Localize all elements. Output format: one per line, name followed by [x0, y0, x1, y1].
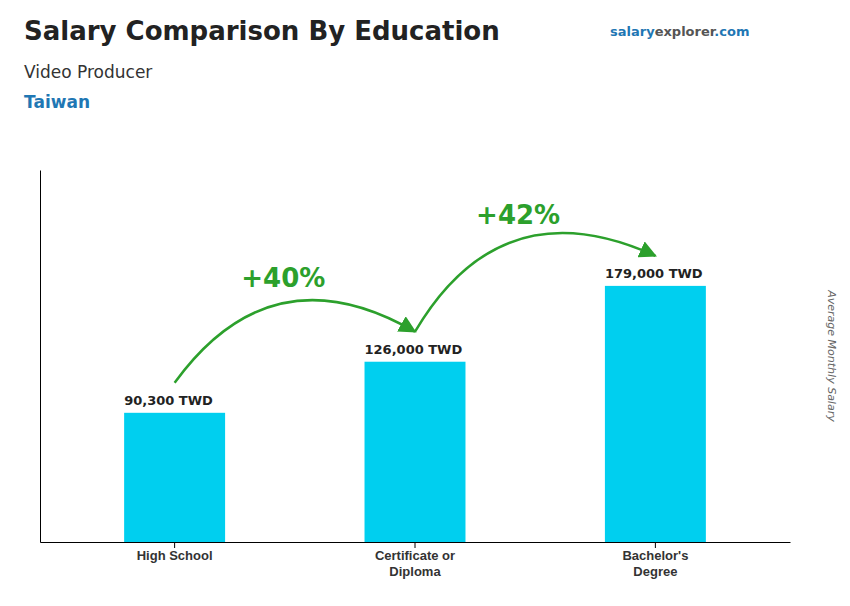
data-label: 179,000 TWD: [605, 266, 703, 281]
data-labels: 90,300 TWD 126,000 TWD 179,000 TWD: [124, 266, 703, 408]
bar: [605, 286, 706, 542]
bar: [124, 413, 225, 542]
annotation: +42%: [476, 200, 560, 230]
x-tick-label: High School: [137, 548, 213, 563]
x-tick-label: Certificate orDiploma: [375, 548, 455, 579]
annotation: +40%: [241, 263, 325, 293]
x-tick: Bachelor'sDegree: [622, 542, 688, 579]
arrow: [175, 300, 415, 383]
x-tick-mark: [655, 542, 656, 548]
x-axis: High School Certificate orDiploma Bachelor…: [41, 542, 791, 579]
x-tick-mark: [415, 542, 416, 548]
data-label: 90,300 TWD: [124, 393, 213, 408]
x-tick-label: Bachelor'sDegree: [622, 548, 688, 579]
source-part: .com: [714, 24, 749, 39]
plot: High School Certificate orDiploma Bachelor…: [41, 171, 791, 579]
annotations: +40% +42%: [175, 200, 656, 383]
source-part: explorer: [655, 24, 717, 39]
x-tick: Certificate orDiploma: [375, 542, 455, 579]
arrow: [415, 233, 655, 332]
bars: [124, 286, 706, 542]
title: Salary Comparison By Education: [24, 16, 500, 46]
y-axis-line: [40, 171, 41, 543]
x-tick-mark: [174, 542, 175, 548]
subtitle: Taiwan: [24, 92, 90, 112]
source: salaryexplorer.com: [610, 24, 749, 39]
subtitle: Video Producer: [24, 62, 152, 82]
chart: Salary Comparison By Education Video Prod…: [0, 0, 850, 606]
y-axis: [40, 171, 41, 543]
bar: [365, 362, 466, 542]
y-axis-title: Average Monthly Salary: [825, 289, 838, 422]
data-label: 126,000 TWD: [365, 342, 463, 357]
source-part: salary: [610, 24, 655, 39]
x-tick: High School: [137, 542, 213, 563]
